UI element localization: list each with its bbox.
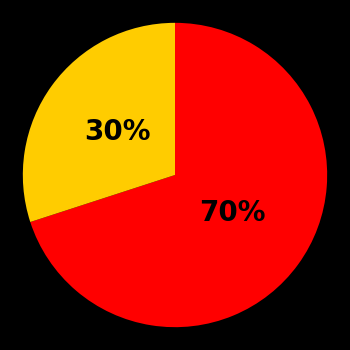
Text: 30%: 30% — [84, 118, 150, 146]
Wedge shape — [30, 23, 327, 327]
Text: 70%: 70% — [199, 199, 266, 227]
Wedge shape — [23, 23, 175, 222]
